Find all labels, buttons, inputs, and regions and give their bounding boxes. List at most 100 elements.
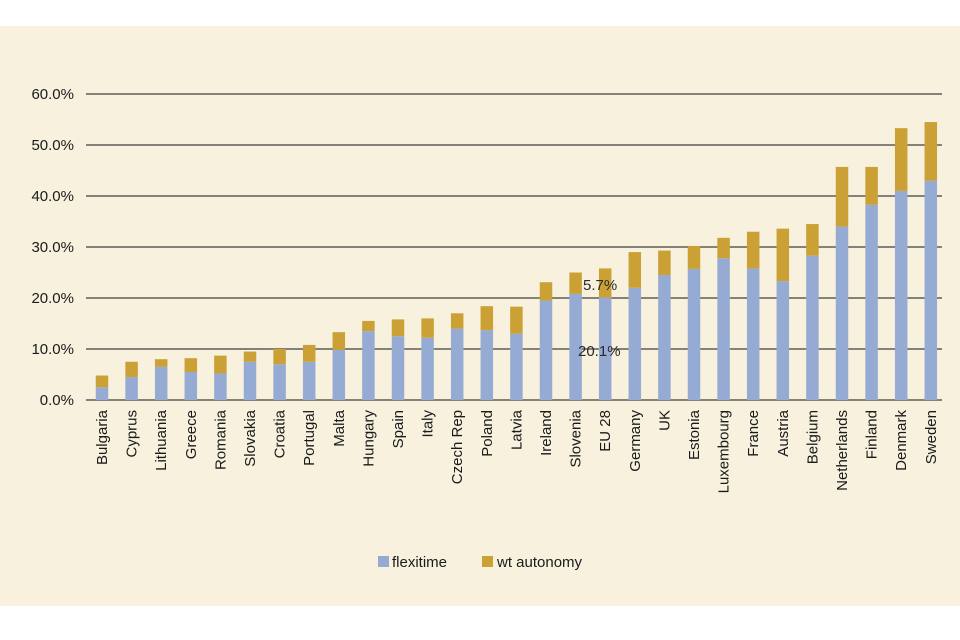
x-label-lithuania: Lithuania bbox=[153, 409, 170, 471]
x-label-denmark: Denmark bbox=[893, 410, 910, 471]
x-label-belgium: Belgium bbox=[804, 410, 821, 464]
bar-slovenia-flexitime bbox=[569, 293, 582, 400]
x-label-slovenia: Slovenia bbox=[568, 409, 585, 467]
bar-finland-wt-autonomy bbox=[865, 166, 878, 205]
y-axis-tick-labels: 0.0% 10.0% 20.0% 30.0% 40.0% 50.0% 60.0% bbox=[31, 86, 74, 409]
legend-label-flexitime: flexitime bbox=[392, 554, 447, 571]
data-annotations: 5.7% 20.1% bbox=[578, 277, 621, 360]
legend-swatch-wt-autonomy bbox=[482, 556, 493, 567]
x-label-croatia: Croatia bbox=[272, 409, 289, 458]
annotation-eu28-wt-autonomy: 5.7% bbox=[583, 277, 617, 294]
bar-austria-wt-autonomy bbox=[776, 228, 790, 282]
bar-austria-flexitime bbox=[776, 281, 790, 400]
bar-ireland-flexitime bbox=[539, 300, 553, 400]
bar-bulgaria-wt-autonomy bbox=[95, 375, 109, 388]
y-tick-label-3: 30.0% bbox=[31, 239, 74, 256]
x-label-ireland: Ireland bbox=[538, 410, 555, 456]
bar-ireland-wt-autonomy bbox=[539, 282, 553, 301]
x-label-greece: Greece bbox=[183, 410, 200, 459]
x-axis-category-labels: Bulgaria Cyprus Lithuania Greece Romania Slov… bbox=[94, 409, 940, 493]
x-label-sweden: Sweden bbox=[923, 410, 940, 464]
bar-slovakia-flexitime bbox=[243, 361, 257, 400]
stacked-bar-chart: 0.0% 10.0% 20.0% 30.0% 40.0% 50.0% 60.0% Bulga… bbox=[31, 86, 942, 571]
x-label-spain: Spain bbox=[390, 410, 407, 448]
bars bbox=[95, 122, 938, 400]
bar-romania-wt-autonomy bbox=[214, 355, 227, 374]
x-label-italy: Italy bbox=[420, 410, 437, 438]
bar-romania-flexitime bbox=[214, 373, 227, 400]
x-label-poland: Poland bbox=[479, 410, 496, 457]
bar-denmark-wt-autonomy bbox=[894, 128, 908, 191]
x-label-uk: UK bbox=[656, 410, 673, 431]
bar-czech-rep-wt-autonomy bbox=[450, 313, 464, 329]
x-label-cyprus: Cyprus bbox=[124, 410, 141, 458]
bar-hungary-flexitime bbox=[362, 331, 375, 400]
x-label-romania: Romania bbox=[212, 409, 229, 470]
bar-germany-wt-autonomy bbox=[628, 252, 642, 288]
bar-finland-flexitime bbox=[865, 204, 878, 400]
bar-belgium-flexitime bbox=[806, 255, 819, 400]
gridlines bbox=[86, 93, 942, 401]
x-label-france: France bbox=[745, 410, 762, 457]
bar-hungary-wt-autonomy bbox=[362, 320, 375, 332]
x-label-bulgaria: Bulgaria bbox=[94, 409, 111, 465]
x-label-slovakia: Slovakia bbox=[242, 409, 259, 466]
bar-uk-flexitime bbox=[658, 275, 671, 400]
annotation-eu28-flexitime: 20.1% bbox=[578, 343, 621, 360]
bar-italy-flexitime bbox=[421, 337, 434, 400]
x-label-latvia: Latvia bbox=[508, 409, 525, 450]
bar-denmark-flexitime bbox=[894, 190, 908, 400]
y-tick-label-2: 20.0% bbox=[31, 290, 74, 307]
chart-panel: 0.0% 10.0% 20.0% 30.0% 40.0% 50.0% 60.0% Bulga… bbox=[0, 26, 960, 606]
y-tick-label-4: 40.0% bbox=[31, 188, 74, 205]
x-label-netherlands: Netherlands bbox=[834, 410, 851, 491]
x-label-austria: Austria bbox=[775, 409, 792, 456]
bar-estonia-flexitime bbox=[687, 268, 701, 400]
bar-latvia-wt-autonomy bbox=[510, 306, 523, 334]
bar-spain-flexitime bbox=[391, 336, 405, 400]
bar-bulgaria-flexitime bbox=[95, 387, 109, 400]
x-label-luxembourg: Luxembourg bbox=[716, 410, 733, 493]
bar-belgium-wt-autonomy bbox=[806, 224, 819, 256]
bar-lithuania-wt-autonomy bbox=[154, 359, 168, 367]
legend: flexitime wt autonomy bbox=[378, 554, 583, 571]
bar-czech-rep-flexitime bbox=[450, 328, 464, 400]
bar-poland-flexitime bbox=[480, 330, 494, 400]
bar-cyprus-flexitime bbox=[125, 377, 138, 400]
bar-eu-28-wt-autonomy bbox=[598, 268, 612, 298]
x-label-finland: Finland bbox=[864, 410, 881, 459]
legend-swatch-flexitime bbox=[378, 556, 389, 567]
bar-slovenia-wt-autonomy bbox=[569, 272, 582, 294]
bar-poland-wt-autonomy bbox=[480, 306, 494, 331]
x-label-eu-28: EU 28 bbox=[597, 410, 614, 452]
bar-portugal-wt-autonomy bbox=[302, 344, 316, 362]
bar-italy-wt-autonomy bbox=[421, 318, 434, 338]
x-label-germany: Germany bbox=[627, 410, 644, 472]
y-tick-label-5: 50.0% bbox=[31, 137, 74, 154]
bar-spain-wt-autonomy bbox=[391, 319, 405, 337]
bar-uk-wt-autonomy bbox=[658, 250, 671, 276]
x-label-czech-rep: Czech Rep bbox=[449, 410, 466, 484]
y-tick-label-0: 0.0% bbox=[40, 392, 74, 409]
bar-latvia-flexitime bbox=[510, 333, 523, 400]
bar-netherlands-wt-autonomy bbox=[835, 166, 849, 227]
bar-france-flexitime bbox=[746, 268, 760, 400]
bar-sweden-wt-autonomy bbox=[924, 122, 938, 181]
bar-eu-28-flexitime bbox=[598, 297, 612, 400]
bar-estonia-wt-autonomy bbox=[687, 245, 701, 269]
y-tick-label-6: 60.0% bbox=[31, 86, 74, 103]
bar-netherlands-flexitime bbox=[835, 226, 849, 400]
bar-lithuania-flexitime bbox=[154, 366, 168, 400]
bar-malta-flexitime bbox=[332, 350, 346, 400]
bar-greece-wt-autonomy bbox=[184, 358, 198, 372]
x-label-estonia: Estonia bbox=[686, 409, 703, 460]
bar-cyprus-wt-autonomy bbox=[125, 361, 138, 378]
bar-luxembourg-wt-autonomy bbox=[717, 237, 730, 259]
bar-slovakia-wt-autonomy bbox=[243, 351, 257, 362]
bar-luxembourg-flexitime bbox=[717, 258, 730, 400]
x-label-portugal: Portugal bbox=[301, 410, 318, 466]
bar-greece-flexitime bbox=[184, 371, 198, 400]
x-label-hungary: Hungary bbox=[360, 410, 377, 467]
bar-france-wt-autonomy bbox=[746, 231, 760, 269]
bar-croatia-flexitime bbox=[273, 364, 286, 400]
